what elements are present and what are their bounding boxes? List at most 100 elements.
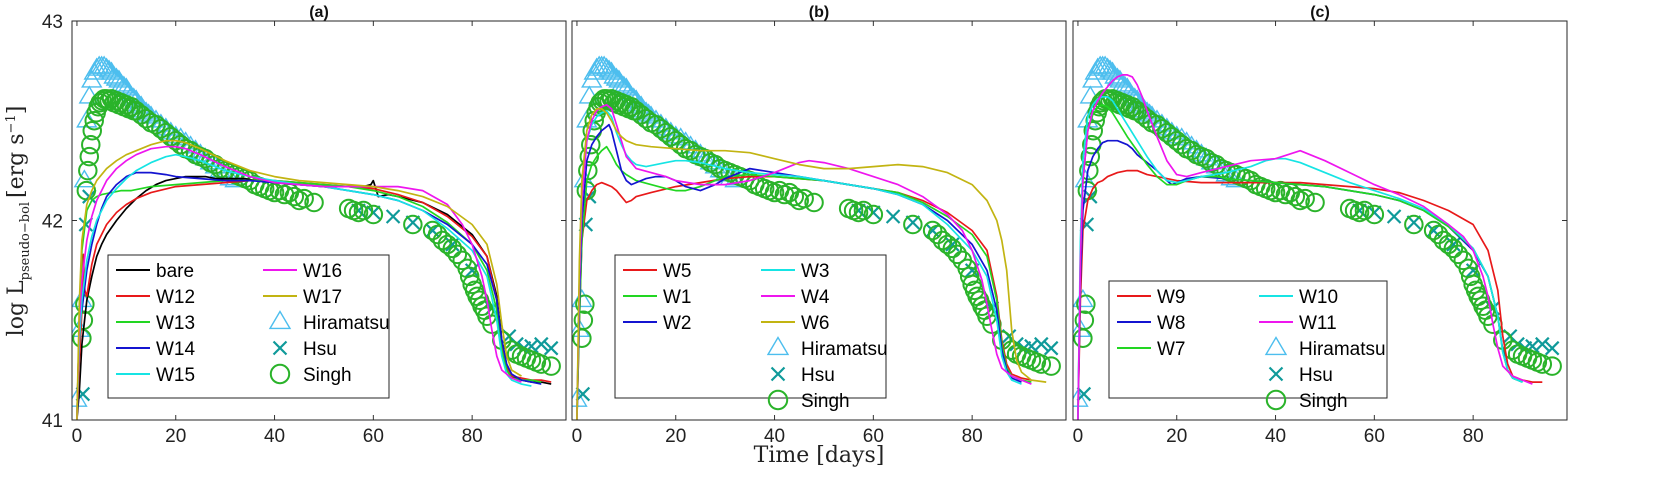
legend-label: W14 xyxy=(156,339,196,360)
data-point xyxy=(1111,73,1134,92)
legend-entry-hsu: Hsu xyxy=(272,339,337,360)
data-point xyxy=(1104,65,1126,84)
data-point xyxy=(784,186,805,207)
legend-entry-w1: W1 xyxy=(623,287,692,308)
series-line-w11 xyxy=(1077,74,1533,420)
data-point xyxy=(442,238,463,259)
x-tick-label: 80 xyxy=(1463,426,1484,447)
legend-marker xyxy=(272,340,288,356)
legend-entry-w2: W2 xyxy=(623,313,692,334)
data-point xyxy=(447,244,468,265)
panel-title: (a) xyxy=(309,4,329,21)
legend-entry-hsu: Hsu xyxy=(1268,365,1333,386)
data-point xyxy=(645,109,667,128)
data-point xyxy=(180,140,201,161)
data-point xyxy=(1535,336,1550,352)
x-tick-label: 0 xyxy=(72,426,83,447)
data-point xyxy=(195,148,216,169)
panel-b: (b) 0 20 40 60 80 W5 W1 W2 W3 W4 W6 Hiramatsu Hsu Sing… xyxy=(571,4,1067,447)
legend-label: Hsu xyxy=(303,339,337,360)
data-point xyxy=(81,134,101,155)
marker-stroke xyxy=(405,215,421,230)
panel-title: (b) xyxy=(809,4,829,21)
data-point xyxy=(1079,160,1099,181)
data-point xyxy=(472,296,492,317)
marker-stroke xyxy=(534,336,549,352)
marker-stroke xyxy=(543,340,559,356)
legend-label: W12 xyxy=(156,287,195,308)
data-point xyxy=(385,209,401,224)
legend-marker xyxy=(766,336,790,356)
x-tick-label: 60 xyxy=(363,426,384,447)
data-point xyxy=(603,65,625,84)
x-tick-label: 0 xyxy=(1073,426,1084,447)
data-point xyxy=(595,57,618,76)
legend-entry-w8: W8 xyxy=(1117,313,1186,334)
x-axis-label: Time [days] xyxy=(754,443,885,468)
panel-a: (a) 0 20 40 60 80 41 42 43 bare W12 W13 W14 W15 W16 W17… xyxy=(42,4,567,447)
x-tick-label: 20 xyxy=(1166,426,1187,447)
x-tick-label: 40 xyxy=(1265,426,1286,447)
data-point xyxy=(922,220,943,241)
data-point xyxy=(1031,354,1052,374)
legend: W9 W8 W7 W10 W11 Hiramatsu Hsu Singh xyxy=(1108,280,1388,412)
data-point xyxy=(459,266,480,287)
data-point xyxy=(972,296,992,317)
data-point xyxy=(1181,140,1202,161)
data-point xyxy=(1099,59,1121,78)
data-point xyxy=(353,200,374,221)
x-tick-label: 60 xyxy=(863,426,884,447)
data-point xyxy=(572,328,592,348)
data-point xyxy=(1041,356,1061,376)
legend-entry-bare: bare xyxy=(116,261,194,282)
series-line-w16 xyxy=(76,145,522,420)
marker-stroke xyxy=(1034,336,1049,352)
y-axis-label: log Lpseudo−bol [erg s−1] xyxy=(4,106,33,337)
legend-entry-w12: W12 xyxy=(116,287,195,308)
data-point xyxy=(1076,386,1092,402)
data-point xyxy=(853,200,874,221)
data-point xyxy=(304,192,324,213)
legend-label: W7 xyxy=(1157,339,1186,360)
marker-stroke xyxy=(885,209,901,224)
data-point xyxy=(105,67,128,86)
x-tick-label: 40 xyxy=(764,426,785,447)
legend-label: W8 xyxy=(1157,313,1186,334)
marker-stroke xyxy=(1544,340,1560,356)
legend-entry-w13: W13 xyxy=(116,313,195,334)
data-point xyxy=(82,120,102,141)
data-point xyxy=(575,294,595,315)
x-tick-label: 0 xyxy=(572,426,583,447)
data-point xyxy=(294,188,314,209)
data-point xyxy=(1502,340,1523,360)
plot-area xyxy=(1073,55,1562,420)
data-point xyxy=(1285,186,1306,207)
marker-stroke xyxy=(575,386,591,402)
data-point xyxy=(1083,120,1103,141)
data-point xyxy=(98,59,120,78)
data-point xyxy=(1544,340,1560,356)
legend-marker xyxy=(1268,366,1284,382)
legend-entry-w14: W14 xyxy=(116,339,196,360)
legend-entry-w7: W7 xyxy=(1117,339,1186,360)
data-point xyxy=(1448,244,1469,265)
marker-stroke xyxy=(770,366,786,382)
data-point xyxy=(78,160,98,181)
data-point xyxy=(804,192,824,213)
data-point xyxy=(531,354,552,374)
data-point xyxy=(1305,192,1325,213)
data-point xyxy=(670,134,691,155)
data-point xyxy=(573,310,594,330)
data-point xyxy=(794,188,814,209)
legend-label: Hiramatsu xyxy=(1299,339,1386,360)
legend-label: Hiramatsu xyxy=(801,339,888,360)
legend-entry-hiramatsu: Hiramatsu xyxy=(268,310,390,334)
y-tick-label: 41 xyxy=(42,411,63,432)
data-point xyxy=(1043,340,1059,356)
data-point xyxy=(1106,67,1129,86)
legend-label: Singh xyxy=(303,365,352,386)
legend-label: W10 xyxy=(1299,287,1338,308)
panel-title: (c) xyxy=(1310,4,1330,21)
legend-entry-hiramatsu: Hiramatsu xyxy=(1264,336,1386,360)
data-point xyxy=(1034,336,1049,352)
